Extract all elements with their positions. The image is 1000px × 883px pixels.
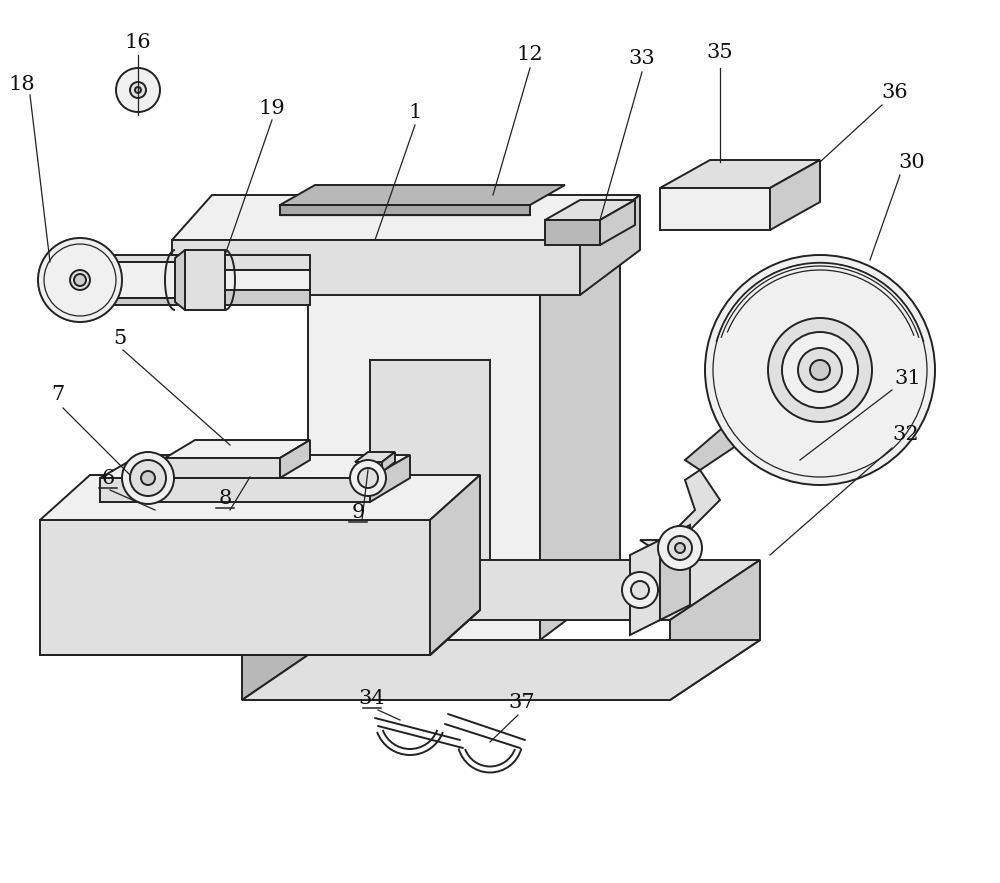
Polygon shape [280, 440, 310, 478]
Text: 7: 7 [51, 386, 65, 404]
Polygon shape [112, 270, 310, 290]
Text: 6: 6 [101, 469, 115, 487]
Polygon shape [242, 560, 760, 620]
Circle shape [798, 348, 842, 392]
Circle shape [74, 274, 86, 286]
Polygon shape [100, 455, 410, 478]
Polygon shape [112, 255, 310, 270]
Circle shape [705, 255, 935, 485]
Polygon shape [660, 160, 820, 188]
Text: 32: 32 [893, 426, 919, 444]
Circle shape [135, 87, 141, 93]
Polygon shape [660, 525, 690, 620]
Polygon shape [165, 458, 280, 478]
Polygon shape [600, 200, 635, 245]
Polygon shape [545, 220, 600, 245]
Polygon shape [112, 290, 310, 305]
Polygon shape [660, 188, 770, 230]
Polygon shape [382, 452, 395, 472]
Polygon shape [370, 455, 410, 502]
Text: 5: 5 [113, 328, 127, 348]
Polygon shape [308, 275, 540, 640]
Circle shape [782, 332, 858, 408]
Circle shape [130, 460, 166, 496]
Text: 33: 33 [629, 49, 655, 67]
Polygon shape [685, 380, 800, 470]
Circle shape [668, 536, 692, 560]
Polygon shape [640, 470, 720, 550]
Circle shape [675, 543, 685, 553]
Text: 1: 1 [408, 102, 422, 122]
Polygon shape [175, 250, 185, 310]
Circle shape [350, 460, 386, 496]
Circle shape [141, 471, 155, 485]
Circle shape [70, 270, 90, 290]
Circle shape [768, 318, 872, 422]
Polygon shape [242, 640, 760, 700]
Polygon shape [172, 240, 580, 295]
Polygon shape [430, 475, 480, 655]
Text: 35: 35 [707, 42, 733, 62]
Polygon shape [112, 262, 175, 298]
Circle shape [122, 452, 174, 504]
Text: 8: 8 [218, 488, 232, 508]
Polygon shape [670, 560, 760, 700]
Polygon shape [100, 478, 370, 502]
Circle shape [658, 526, 702, 570]
Text: 9: 9 [351, 502, 365, 522]
Polygon shape [770, 160, 820, 230]
Polygon shape [165, 440, 310, 458]
Circle shape [130, 82, 146, 98]
Polygon shape [630, 540, 660, 635]
Polygon shape [40, 475, 480, 520]
Text: 30: 30 [899, 153, 925, 171]
Text: 31: 31 [895, 368, 921, 388]
Circle shape [810, 360, 830, 380]
Polygon shape [108, 258, 115, 302]
Circle shape [116, 68, 160, 112]
Circle shape [38, 238, 122, 322]
Text: 16: 16 [125, 33, 151, 51]
Circle shape [358, 468, 378, 488]
Polygon shape [280, 205, 530, 215]
Polygon shape [242, 560, 330, 700]
Text: 12: 12 [517, 46, 543, 64]
Polygon shape [280, 185, 565, 205]
Text: 18: 18 [9, 76, 35, 94]
Text: 19: 19 [259, 99, 285, 117]
Circle shape [622, 572, 658, 608]
Polygon shape [355, 452, 395, 462]
Polygon shape [185, 250, 225, 310]
Polygon shape [40, 475, 480, 655]
Polygon shape [540, 215, 620, 640]
Polygon shape [172, 195, 640, 240]
Polygon shape [545, 200, 635, 220]
Polygon shape [370, 360, 490, 580]
Text: 34: 34 [359, 689, 385, 707]
Text: 37: 37 [509, 692, 535, 712]
Text: 36: 36 [882, 82, 908, 102]
Circle shape [631, 581, 649, 599]
Polygon shape [580, 195, 640, 295]
Polygon shape [308, 215, 620, 275]
